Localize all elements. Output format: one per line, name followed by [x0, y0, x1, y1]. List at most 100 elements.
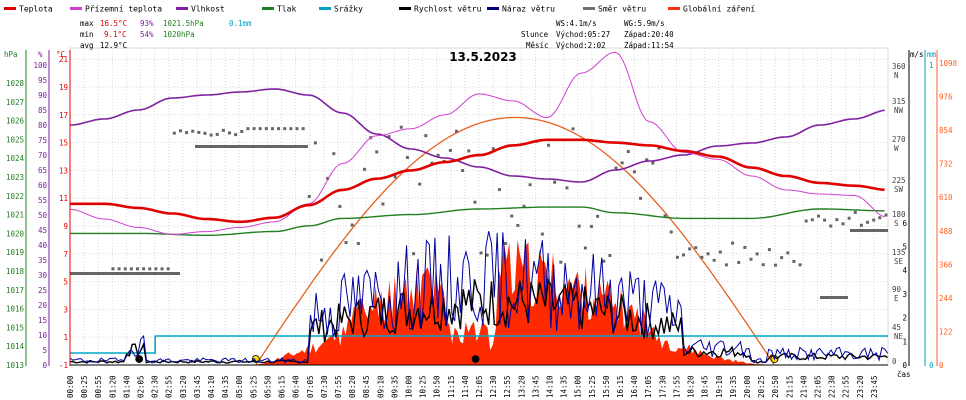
- temp-tick-label: 15: [59, 139, 68, 148]
- wind-direction-point: [547, 143, 551, 147]
- x-tick-label: 15:00: [574, 375, 583, 398]
- wind-direction-point: [675, 255, 679, 259]
- mm-axis-title: mm: [927, 50, 937, 59]
- wind-direction-point: [154, 267, 158, 271]
- wind-direction-point: [632, 170, 636, 174]
- ms-tick-label: 6: [902, 219, 907, 228]
- wind-direction-point: [669, 230, 673, 234]
- x-tick-label: 10:00: [404, 375, 413, 398]
- x-tick-label: 12:05: [475, 375, 484, 398]
- wind-direction-point: [626, 150, 630, 154]
- wind-direction-point: [645, 158, 649, 162]
- info-sunrise: Východ:05:27: [556, 30, 610, 39]
- temp-tick-label: 11: [59, 194, 68, 203]
- pct-tick-label: 45: [38, 226, 47, 235]
- direction-tick-label: 225: [892, 176, 906, 185]
- wind-direction-point: [522, 204, 526, 208]
- wind-direction-point: [565, 186, 569, 190]
- wind-direction-point: [712, 258, 716, 262]
- wind-direction-point: [688, 247, 692, 251]
- wind-direction-point: [798, 263, 802, 267]
- stat-max-temp: 16.5°C: [100, 19, 127, 28]
- wind-direction-point: [448, 148, 452, 152]
- wind-direction-point: [430, 161, 434, 165]
- x-tick-label: 05:50: [263, 375, 272, 398]
- wind-direction-point: [295, 127, 299, 131]
- x-tick-label: 06:40: [292, 375, 301, 398]
- temp-tick-label: -1: [59, 361, 68, 370]
- info-moonrise: Východ:2:02: [556, 41, 606, 50]
- wind-direction-point: [142, 267, 146, 271]
- wind-direction-point: [461, 169, 465, 173]
- wind-direction-point: [240, 130, 244, 134]
- wind-direction-point: [510, 214, 514, 218]
- wind-direction-point: [804, 219, 808, 223]
- x-tick-label: 16:40: [630, 375, 639, 398]
- x-tick-label: 15:25: [588, 375, 597, 398]
- stat-min-pressure: 1020hPa: [163, 30, 195, 39]
- wind-direction-point: [209, 133, 213, 137]
- wm-tick-label: 1098: [939, 59, 958, 68]
- pct-tick-label: 25: [38, 286, 47, 295]
- moonset-marker: [471, 355, 480, 363]
- wind-direction-point: [682, 253, 685, 257]
- wind-direction-point: [792, 259, 796, 263]
- pct-tick-label: 55: [38, 196, 47, 205]
- temp-tick-label: 19: [59, 83, 68, 92]
- x-tick-label: 07:05: [306, 375, 315, 398]
- legend-label: Teplota: [19, 5, 53, 14]
- pct-tick-label: 20: [38, 301, 48, 310]
- x-tick-label: 01:40: [122, 375, 131, 398]
- wind-direction-point: [859, 223, 863, 227]
- x-tick-label: 11:15: [447, 375, 456, 398]
- wind-direction-point: [651, 161, 655, 165]
- ms-tick-label: 5: [902, 243, 907, 252]
- legend-swatch: [70, 7, 82, 10]
- pct-tick-label: 60: [38, 181, 48, 190]
- wind-direction-point: [639, 196, 643, 200]
- legend-swatch: [262, 7, 274, 10]
- wind-direction-point: [780, 256, 784, 260]
- x-axis-title: čas: [897, 370, 911, 379]
- temp-tick-label: 5: [63, 278, 68, 287]
- stat-min-humidity: 54%: [140, 30, 154, 39]
- wind-direction-bar: [195, 145, 308, 148]
- wind-direction-point: [614, 166, 618, 170]
- x-tick-label: 01:20: [108, 375, 117, 398]
- wind-direction-point: [866, 220, 870, 224]
- hpa-tick-label: 1015: [6, 323, 24, 332]
- x-tick-label: 18:45: [701, 375, 710, 398]
- wind-direction-point: [724, 263, 728, 267]
- direction-letter-label: SW: [894, 185, 904, 194]
- wind-direction-point: [228, 131, 232, 135]
- direction-tick-label: 135: [892, 248, 906, 257]
- direction-tick-label: 0: [892, 357, 897, 366]
- ms-tick-label: 2: [902, 314, 907, 323]
- wind-direction-point: [111, 267, 115, 271]
- wind-direction-point: [761, 263, 765, 267]
- x-tick-label: 00:55: [94, 375, 103, 398]
- x-tick-label: 03:45: [193, 375, 202, 398]
- wind-direction-point: [166, 267, 170, 271]
- pct-tick-label: 100: [33, 61, 47, 70]
- wind-direction-point: [700, 255, 704, 259]
- legend-label: Vlhkost: [191, 5, 225, 14]
- wind-direction-point: [313, 141, 317, 145]
- hpa-tick-label: 1017: [6, 286, 24, 295]
- pct-tick-label: 10: [38, 331, 48, 340]
- wind-direction-point: [344, 241, 348, 245]
- wind-direction-point: [694, 246, 698, 250]
- x-tick-label: 20:25: [757, 375, 766, 398]
- temp-axis-title: °C: [56, 50, 65, 59]
- wind-direction-point: [767, 248, 771, 252]
- info-block: WS:4.1m/s WG:5.9m/s Slunce Východ:05:27 Zápa…: [521, 19, 674, 50]
- x-tick-label: 21:15: [785, 375, 794, 398]
- wind-direction-point: [884, 213, 888, 217]
- wind-direction-point: [872, 218, 876, 222]
- info-moon-label: Měsíc: [526, 41, 549, 50]
- direction-letter-label: NW: [894, 106, 904, 115]
- ms-tick-label: 3: [902, 290, 907, 299]
- hpa-tick-label: 1018: [6, 267, 25, 276]
- legend-swatch: [399, 7, 411, 10]
- x-tick-label: 19:10: [715, 375, 724, 398]
